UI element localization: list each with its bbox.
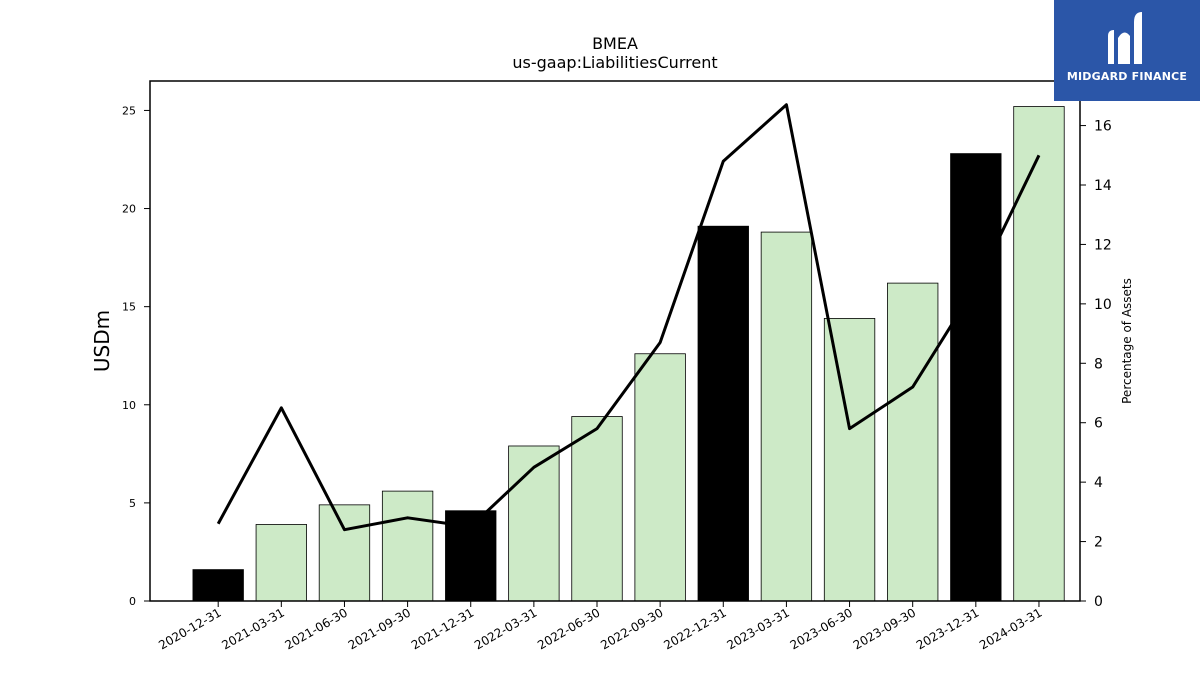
midgard-logo-icon	[1108, 12, 1142, 64]
y-axis-label: USDm	[90, 310, 114, 372]
bar	[192, 569, 244, 602]
bar	[1013, 106, 1065, 602]
bar	[697, 225, 749, 602]
brand-name: MIDGARD FINANCE	[1066, 70, 1188, 83]
chart-title: BMEA	[592, 34, 638, 53]
bar	[823, 318, 876, 602]
y2-tick-label: 10	[1094, 297, 1112, 313]
y2-tick-label: 6	[1094, 416, 1103, 432]
bar	[760, 231, 813, 602]
x-tick-label: 2023-03-31	[725, 605, 792, 652]
bar	[318, 504, 371, 602]
x-tick-label: 2020-12-31	[156, 605, 223, 652]
y-tick-label: 0	[129, 595, 136, 608]
percentage-line	[216, 103, 1041, 532]
x-tick-label: 2023-09-30	[851, 605, 918, 652]
bar	[255, 524, 307, 602]
y2-tick-label: 14	[1094, 178, 1112, 194]
x-tick-label: 2021-12-31	[409, 605, 476, 652]
x-tick-label: 2023-12-31	[914, 605, 981, 652]
brand-logo: MIDGARD FINANCE	[1054, 0, 1200, 101]
x-tick-label: 2022-09-30	[598, 605, 665, 652]
y2-tick-label: 16	[1094, 119, 1112, 135]
bar	[381, 490, 434, 602]
y-tick-label: 5	[129, 497, 136, 510]
chart-subtitle: us-gaap:LiabilitiesCurrent	[512, 53, 717, 72]
bar	[508, 445, 560, 602]
y2-tick-label: 4	[1094, 475, 1103, 491]
y2-tick-label: 0	[1094, 594, 1103, 610]
y2-tick-label: 2	[1094, 535, 1103, 551]
bar	[887, 282, 939, 602]
x-tick-label: 2022-12-31	[661, 605, 728, 652]
bar	[634, 353, 686, 602]
x-tick-label: 2023-06-30	[788, 605, 855, 652]
x-tick-label: 2021-09-30	[346, 605, 413, 652]
y-tick-label: 25	[122, 104, 136, 117]
x-tick-label: 2022-06-30	[535, 605, 602, 652]
x-tick-label: 2021-06-30	[283, 605, 350, 652]
y2-tick-label: 8	[1094, 356, 1103, 372]
x-tick-label: 2024-03-31	[977, 605, 1044, 652]
bar	[950, 153, 1002, 602]
y-tick-label: 15	[122, 301, 136, 314]
x-tick-label: 2022-03-31	[472, 605, 539, 652]
x-tick-label: 2021-03-31	[219, 605, 286, 652]
bar	[571, 416, 623, 602]
y2-axis-label: Percentage of Assets	[1120, 278, 1134, 404]
y-tick-label: 20	[122, 203, 136, 216]
plot-frame	[149, 80, 1081, 602]
y-tick-label: 10	[122, 399, 136, 412]
y2-tick-label: 12	[1094, 237, 1112, 253]
